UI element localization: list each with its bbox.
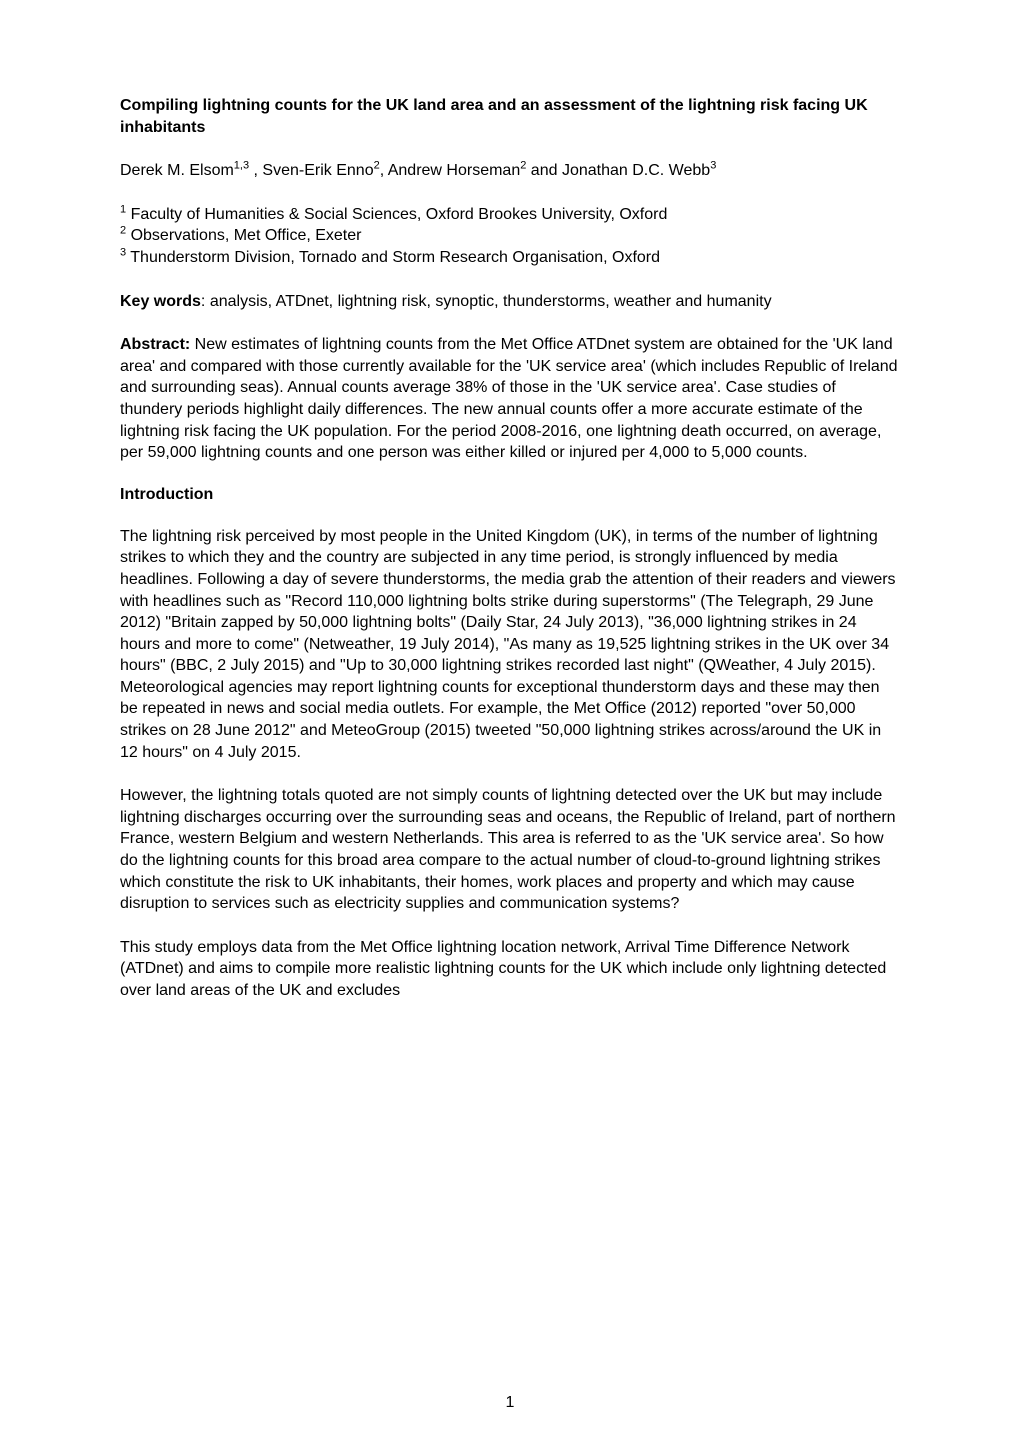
author-text-2: , Sven-Erik Enno xyxy=(249,162,374,179)
paragraph-3: This study employs data from the Met Off… xyxy=(120,937,900,1002)
affiliation-3-text: Thunderstorm Division, Tornado and Storm… xyxy=(126,249,660,266)
affiliation-3: 3 Thunderstorm Division, Tornado and Sto… xyxy=(120,247,900,269)
paragraph-1: The lightning risk perceived by most peo… xyxy=(120,526,900,764)
abstract-label: Abstract: xyxy=(120,336,190,353)
section-title-introduction: Introduction xyxy=(120,486,900,504)
affiliation-1: 1 Faculty of Humanities & Social Science… xyxy=(120,204,900,226)
keywords-block: Key words: analysis, ATDnet, lightning r… xyxy=(120,291,900,313)
author-sup-4: 3 xyxy=(710,160,716,172)
keywords-label: Key words xyxy=(120,293,201,310)
authors-line: Derek M. Elsom1,3 , Sven-Erik Enno2, And… xyxy=(120,160,900,182)
author-text-1: Derek M. Elsom xyxy=(120,162,234,179)
abstract-block: Abstract: New estimates of lightning cou… xyxy=(120,334,900,464)
keywords-text: : analysis, ATDnet, lightning risk, syno… xyxy=(201,293,772,310)
page-number: 1 xyxy=(0,1394,1020,1412)
author-text-4: and Jonathan D.C. Webb xyxy=(526,162,710,179)
abstract-text: New estimates of lightning counts from t… xyxy=(120,336,898,461)
affiliation-2-text: Observations, Met Office, Exeter xyxy=(126,227,361,244)
author-text-3: , Andrew Horseman xyxy=(380,162,521,179)
affiliation-1-text: Faculty of Humanities & Social Sciences,… xyxy=(126,206,667,223)
paper-title: Compiling lightning counts for the UK la… xyxy=(120,95,900,138)
paragraph-2: However, the lightning totals quoted are… xyxy=(120,785,900,915)
affiliations-block: 1 Faculty of Humanities & Social Science… xyxy=(120,204,900,269)
page-container: Compiling lightning counts for the UK la… xyxy=(0,0,1020,1442)
affiliation-2: 2 Observations, Met Office, Exeter xyxy=(120,225,900,247)
author-sup-1: 1,3 xyxy=(234,160,249,172)
